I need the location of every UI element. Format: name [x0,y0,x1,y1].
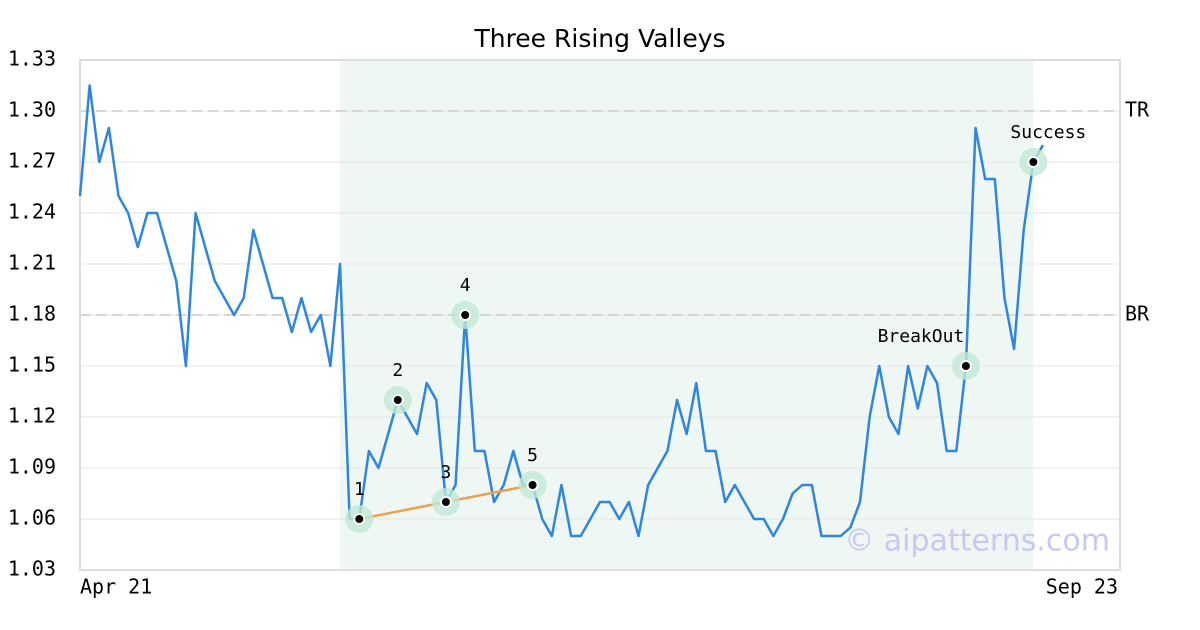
y-tick-label: 1.06 [8,506,56,530]
series-line [78,84,1045,538]
plot-border [79,59,1121,571]
annotation-point [959,360,972,372]
annotation-point [459,309,472,321]
annotation-label: BreakOut [878,326,965,347]
y-tick-label: 1.24 [8,200,56,224]
annotation-point [353,513,366,525]
y-tick-label: 1.27 [8,149,56,173]
annotation-point [526,479,539,491]
annotation-label: 1 [354,479,365,500]
annotation-point [1027,156,1040,168]
annotation-point [439,496,452,508]
x-tick-label: Sep 23 [1046,575,1118,599]
y-tick-label: 1.03 [8,557,56,581]
level-label: BR [1125,302,1150,326]
y-tick-label: 1.15 [8,353,56,377]
watermark: © aipatterns.com [844,524,1110,559]
y-tick-label: 1.33 [8,47,56,71]
annotation-label: 5 [527,445,538,466]
x-tick-label: Apr 21 [80,575,152,599]
annotation-label: 2 [392,360,403,381]
y-tick-label: 1.30 [8,98,56,122]
y-tick-label: 1.09 [8,455,56,479]
annotation-label: Success [1010,122,1086,143]
chart-title: Three Rising Valleys [473,24,725,53]
y-tick-label: 1.21 [8,251,56,275]
level-label: TR [1125,98,1150,122]
annotation-label: 3 [441,462,452,483]
annotation-label: 4 [460,275,471,296]
annotation-point [391,394,404,406]
y-tick-label: 1.12 [8,404,56,428]
y-tick-label: 1.18 [8,302,56,326]
